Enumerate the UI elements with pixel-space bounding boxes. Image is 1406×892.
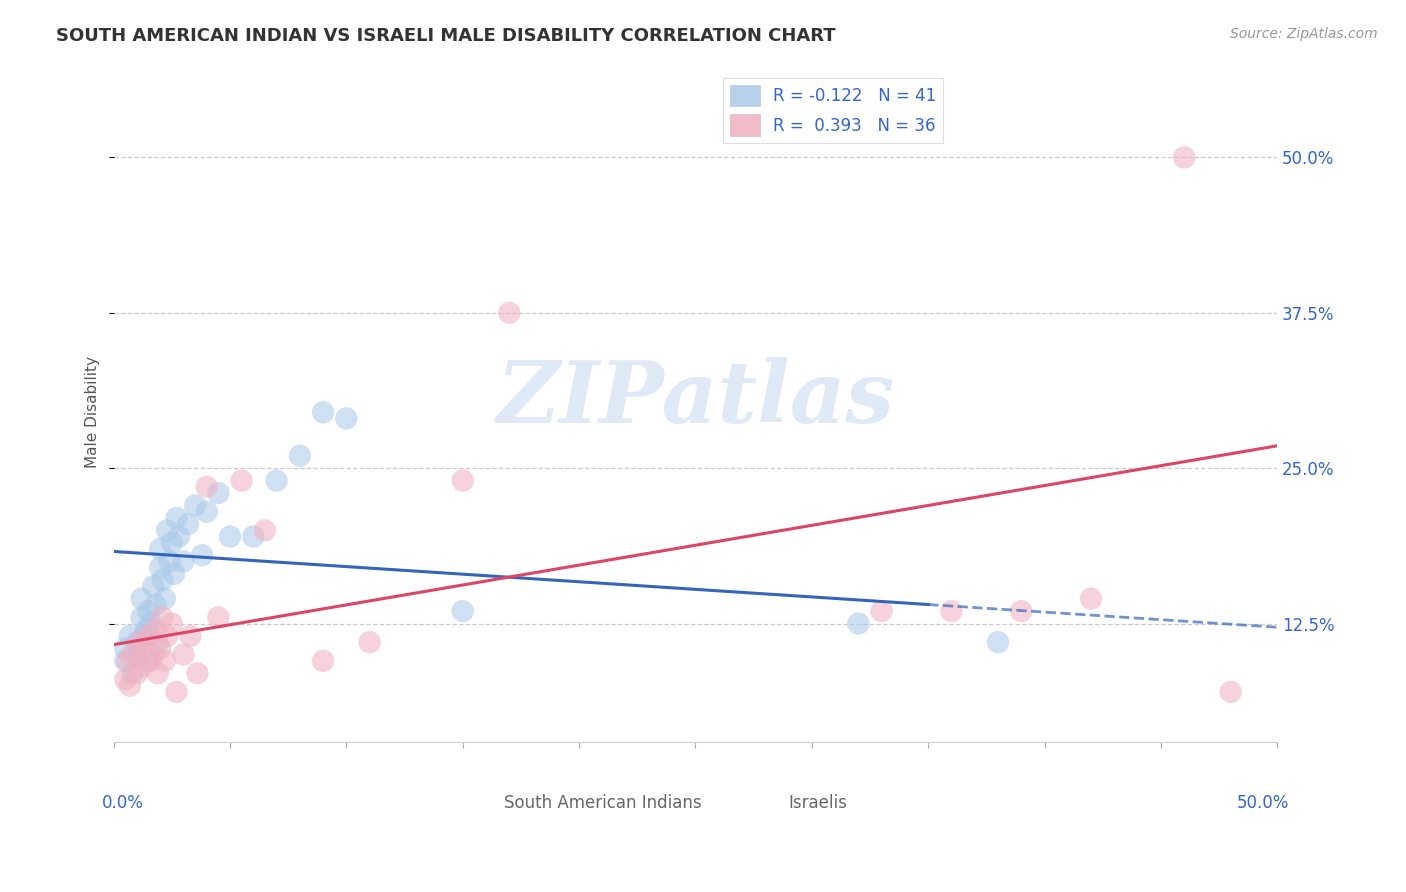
Point [186,666,208,681]
Text: South American Indians: South American Indians [503,794,702,813]
Point [163,566,186,581]
Point [149,541,172,556]
Point [125,635,148,649]
Point [160,616,183,631]
Point [184,499,207,513]
Y-axis label: Male Disability: Male Disability [86,356,100,468]
Point [132,629,155,643]
Point [145,598,167,612]
Point [156,524,179,538]
Point [179,629,201,643]
Point [159,554,181,568]
Point [253,524,276,538]
Point [195,505,218,519]
Text: 50.0%: 50.0% [1236,794,1289,813]
Point [166,685,188,699]
Point [195,480,218,494]
Point [131,660,153,674]
Point [288,449,311,463]
Point [153,654,176,668]
Point [125,648,148,662]
Point [118,629,141,643]
Point [172,554,194,568]
Point [114,641,136,656]
Text: 0.0%: 0.0% [103,794,143,813]
Point [987,635,1010,649]
Text: Israelis: Israelis [789,794,848,813]
Point [114,654,136,668]
Point [132,641,155,656]
Point [135,623,157,637]
Text: Source: ZipAtlas.com: Source: ZipAtlas.com [1230,27,1378,41]
Point [941,604,963,618]
Point [312,405,335,419]
Point [451,474,474,488]
Point [117,654,139,668]
Point [498,306,520,320]
Point [149,560,172,574]
Point [131,591,153,606]
Point [1219,685,1241,699]
Point [152,610,174,624]
Point [121,666,143,681]
Point [1173,150,1195,164]
Point [118,679,141,693]
Point [312,654,335,668]
Point [207,486,229,500]
Point [359,635,381,649]
Legend: R = -0.122   N = 41, R =  0.393   N = 36: R = -0.122 N = 41, R = 0.393 N = 36 [723,78,943,143]
Point [142,648,165,662]
Point [153,591,176,606]
Point [870,604,893,618]
Point [114,673,136,687]
Point [139,616,162,631]
Point [266,474,288,488]
Point [138,604,160,618]
Point [125,666,148,681]
Point [142,579,165,593]
Point [121,648,143,662]
Point [138,654,160,668]
Point [207,610,229,624]
Text: SOUTH AMERICAN INDIAN VS ISRAELI MALE DISABILITY CORRELATION CHART: SOUTH AMERICAN INDIAN VS ISRAELI MALE DI… [56,27,835,45]
Point [131,610,153,624]
Point [146,666,169,681]
Point [451,604,474,618]
Point [139,654,162,668]
Point [242,529,264,543]
Point [152,573,174,587]
Point [146,635,169,649]
Point [1080,591,1102,606]
Point [335,411,357,425]
Point [231,474,253,488]
Point [172,648,194,662]
Point [848,616,870,631]
Point [156,629,179,643]
Point [167,529,190,543]
Point [145,623,167,637]
Point [166,511,188,525]
Point [128,635,150,649]
Point [138,629,160,643]
Point [160,535,183,549]
Text: ZIPatlas: ZIPatlas [496,358,894,441]
Point [219,529,242,543]
Point [191,548,214,562]
Point [177,517,200,532]
Point [1010,604,1032,618]
Point [149,641,172,656]
